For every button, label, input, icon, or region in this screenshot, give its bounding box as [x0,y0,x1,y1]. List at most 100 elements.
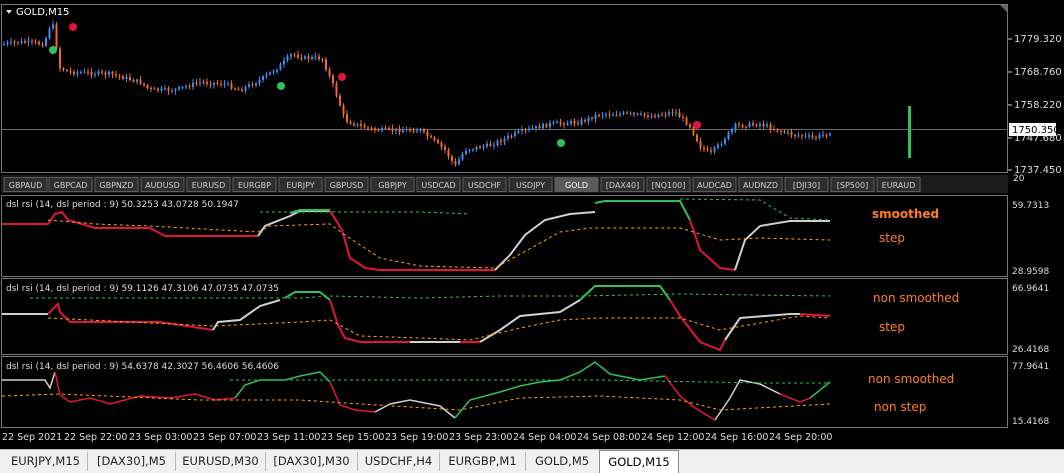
price-axis[interactable]: 1779.320 1768.760 1758.220 1747.680 1737… [1008,34,1062,176]
candle-body [171,90,173,92]
symbol-button[interactable]: GBPUSD [324,177,369,192]
time-label: 24 Sep 12:00 [641,432,704,443]
time-label: 23 Sep 19:00 [385,432,448,443]
candle-body [619,113,621,116]
candle-body [279,64,282,70]
candle-body [538,126,541,129]
indicator-panel-3[interactable] [1,356,1008,428]
candle-body [598,115,600,117]
candle-body [461,153,464,160]
chart-tab[interactable]: EURGBP,M1 [440,452,526,471]
chart-shift-marker-icon[interactable] [1000,5,1007,12]
candle-body [570,121,572,124]
indicator-axis[interactable]: 59.7313 28.9598 66.9641 26.4168 77.9641 … [1012,201,1049,427]
symbol-button[interactable]: EURJPY [278,177,323,192]
time-label: 24 Sep 04:00 [513,432,576,443]
symbol-button[interactable]: USDCHF [462,177,507,192]
symbol-button[interactable]: [NQ100] [646,177,691,192]
symbol-button-bg [876,177,921,192]
time-axis[interactable]: 22 Sep 2021 22 Sep 22:00 23 Sep 03:00 23… [2,432,832,443]
symbol-button[interactable]: GOLD [554,177,599,192]
candle-body [286,56,289,61]
candle-body [20,40,23,44]
symbol-button[interactable]: GBPNZD [94,177,139,192]
candle-body [388,128,390,130]
candle-body [787,131,789,133]
candle-body [776,129,779,131]
candle-body [367,127,369,129]
level-up-line [230,379,830,384]
collapse-arrow-icon[interactable] [6,10,12,14]
candle-body [489,143,492,146]
rsi-line [779,393,811,403]
symbol-button[interactable]: GBPJPY [370,177,415,192]
candle-body [773,129,775,131]
candle-body [458,159,460,165]
candle-body [129,77,131,80]
candle-body [251,84,254,86]
candle-body [493,145,495,147]
indicator-panel-2[interactable] [1,278,1008,355]
candle-body [118,75,121,77]
candle-body [486,143,488,147]
candle-body [41,44,44,46]
symbol-button[interactable]: GBPAUD [3,177,48,192]
candle-body [622,112,625,114]
symbol-button[interactable]: EURAUD [876,177,921,192]
chart-tab[interactable]: EURUSD,M30 [176,452,266,471]
time-label: 23 Sep 15:00 [321,432,384,443]
symbol-button-bg [278,177,323,192]
chart-tab[interactable]: GOLD,M5 [534,454,590,468]
candle-body [195,82,198,84]
candle-body [314,56,317,58]
candle-body [566,123,569,125]
indicator-max-label: 77.9641 [1012,362,1049,372]
indicator-max-label: 66.9641 [1012,284,1049,294]
symbol-button[interactable]: EURUSD [186,177,231,192]
symbol-button[interactable]: [DAX40] [600,177,645,192]
candle-body [62,68,65,71]
symbol-button[interactable]: USDCAD [416,177,461,192]
symbol-button[interactable]: USDJPY [508,177,553,192]
candle-body [433,137,436,141]
candle-body [713,147,716,152]
symbol-button[interactable]: EURGBP [232,177,277,192]
candle-body [391,128,394,131]
symbol-button-bg [508,177,553,192]
chart-tab[interactable]: [DAX30],M5 [88,452,176,471]
candle-body [290,54,292,57]
symbol-button[interactable]: AUDNZD [738,177,783,192]
candle-body [762,124,765,127]
chart-canvas[interactable]: GOLD,M15 1779.320 1768.760 1758.220 1747… [0,0,1064,449]
candle-body [220,83,222,85]
indicator-note: smoothed [872,207,939,221]
chart-tab-active[interactable]: GOLD,M15 [599,450,679,473]
symbol-button[interactable]: [DJI30] [784,177,829,192]
candle-body [601,114,604,116]
symbol-button-bg [94,177,139,192]
candle-body [108,71,110,75]
candle-body [440,142,443,147]
symbol-button-bg [416,177,461,192]
symbol-button[interactable]: [SP500] [830,177,875,192]
candle-body [6,42,9,44]
symbol-button[interactable]: GBPCAD [48,177,93,192]
price-chart-panel[interactable] [1,4,1008,173]
candle-body [528,128,530,130]
candle-body [94,74,96,76]
candle-body [447,149,450,157]
chart-tab[interactable]: [DAX30],M30 [266,452,358,471]
time-label: 24 Sep 08:00 [577,432,640,443]
candle-body [731,129,733,133]
rsi-line [809,381,831,399]
candle-body [552,122,555,124]
symbol-button[interactable]: AUDCAD [692,177,737,192]
chart-tab[interactable]: EURJPY,M15 [4,452,88,471]
indicator-note: non step [874,400,926,414]
candle-body [17,42,19,44]
symbol-button-bg [646,177,691,192]
symbol-button[interactable]: AUDUSD [140,177,185,192]
candle-body [167,88,170,91]
chart-tab[interactable]: USDCHF,H4 [358,452,440,471]
